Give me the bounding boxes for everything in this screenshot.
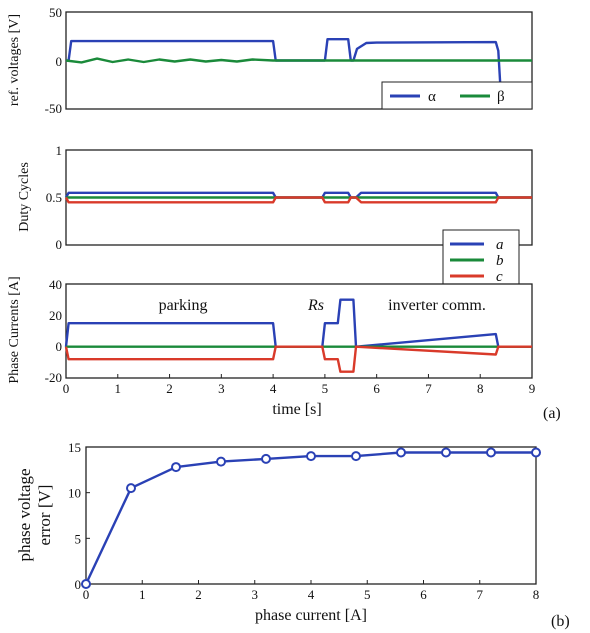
y-tick-label: 50 — [49, 5, 62, 20]
x-tick-label: 3 — [252, 587, 259, 602]
x-tick-label: 7 — [477, 587, 484, 602]
series-line-a — [64, 191, 532, 199]
series-line-c — [64, 196, 532, 204]
y-ticks: 40 20 0 -20 — [45, 277, 62, 385]
data-point — [396, 447, 406, 458]
y-tick-label: 0 — [56, 339, 63, 354]
legend-label-c: c — [496, 269, 503, 285]
legend-label-a: a — [496, 237, 504, 253]
series-line-c — [64, 345, 532, 373]
y-tick-label: 1 — [56, 143, 63, 158]
y-ticks: 15 10 5 0 — [68, 440, 90, 592]
x-tick-label: 4 — [270, 381, 277, 396]
y-tick-label: 0 — [56, 54, 63, 69]
x-tick-label: 5 — [322, 381, 329, 396]
annotation-rs: Rs — [307, 297, 324, 314]
plot-frame — [85, 446, 537, 585]
y-axis-label: Duty Cycles — [17, 162, 32, 232]
series-line-α — [66, 38, 532, 97]
y-tick-label: -20 — [45, 370, 62, 385]
x-tick-label: 8 — [533, 587, 540, 602]
y-axis-label-line2: error [V] — [35, 485, 54, 546]
legend-label-b: b — [496, 253, 504, 269]
x-tick-label: 5 — [364, 587, 371, 602]
data-point — [216, 456, 226, 467]
series-lines — [64, 191, 532, 204]
series-lines — [81, 447, 541, 589]
y-axis-label-line1: phase voltage — [15, 469, 34, 562]
data-point — [486, 447, 496, 458]
x-tick-label: 9 — [529, 381, 536, 396]
data-point — [126, 483, 136, 494]
data-point — [261, 453, 271, 464]
x-tick-label: 4 — [308, 587, 315, 602]
y-axis-label: ref. voltages [V] — [7, 14, 22, 106]
data-point — [441, 447, 451, 458]
x-tick-label: 0 — [83, 587, 90, 602]
x-tick-label: 1 — [115, 381, 122, 396]
legend-box — [442, 229, 520, 287]
x-ticks: 0 1 2 3 4 5 6 7 8 9 — [63, 374, 536, 396]
x-tick-label: 2 — [166, 381, 173, 396]
x-tick-label: 1 — [139, 587, 146, 602]
panel-voltage-error: phase voltage error [V] 15 10 5 0 0 1 2 3 4 5 6 7 8… — [15, 440, 570, 630]
y-tick-label: -50 — [45, 101, 62, 116]
y-tick-label: 0 — [56, 237, 63, 252]
x-tick-label: 8 — [477, 381, 484, 396]
annotation-parking: parking — [159, 297, 208, 314]
x-tick-label: 6 — [420, 587, 427, 602]
legend-label-beta: β — [497, 89, 505, 105]
legend: α β — [381, 81, 533, 110]
panel-phase-currents: Phase Currents [A] 40 20 0 -20 0 1 2 3 4 5 6 7 8… — [7, 276, 561, 422]
legend-abc: a b c — [442, 229, 520, 287]
y-axis-label: Phase Currents [A] — [7, 276, 22, 383]
y-tick-label: 20 — [49, 308, 62, 323]
x-axis-label: time [s] — [272, 401, 321, 418]
y-tick-label: 40 — [49, 277, 62, 292]
legend-label-alpha: α — [428, 89, 436, 105]
x-tick-label: 7 — [425, 381, 432, 396]
series-lines — [65, 38, 532, 97]
plot-frame — [65, 283, 533, 379]
y-tick-label: 5 — [75, 531, 82, 546]
series-line-a — [64, 298, 532, 348]
data-point — [171, 462, 181, 473]
x-tick-label: 2 — [195, 587, 202, 602]
series-line-β — [65, 57, 532, 64]
series-lines — [64, 298, 532, 373]
panel-ref-voltages: ref. voltages [V] 50 0 -50 α β — [7, 5, 533, 116]
y-ticks: 1 0.5 0 — [46, 143, 62, 252]
y-tick-label: 10 — [68, 486, 81, 501]
x-tick-label: 0 — [63, 381, 70, 396]
data-point — [531, 447, 541, 458]
y-tick-label: 0 — [75, 577, 82, 592]
x-tick-label: 6 — [373, 381, 380, 396]
data-point — [81, 579, 91, 589]
x-axis-label: phase current [A] — [255, 607, 367, 624]
y-ticks: 50 0 -50 — [45, 5, 62, 116]
y-tick-label: 0.5 — [46, 190, 62, 205]
panel-duty-cycles: Duty Cycles 1 0.5 0 — [17, 143, 533, 252]
x-tick-label: 3 — [218, 381, 225, 396]
panel-tag-b: (b) — [551, 613, 570, 630]
data-point — [351, 451, 361, 462]
data-point — [306, 451, 316, 462]
x-ticks: 0 1 2 3 4 5 6 7 8 — [83, 580, 540, 602]
y-tick-label: 15 — [68, 440, 81, 455]
panel-tag-a: (a) — [543, 405, 561, 422]
annotation-inverter-comm: inverter comm. — [388, 297, 486, 314]
